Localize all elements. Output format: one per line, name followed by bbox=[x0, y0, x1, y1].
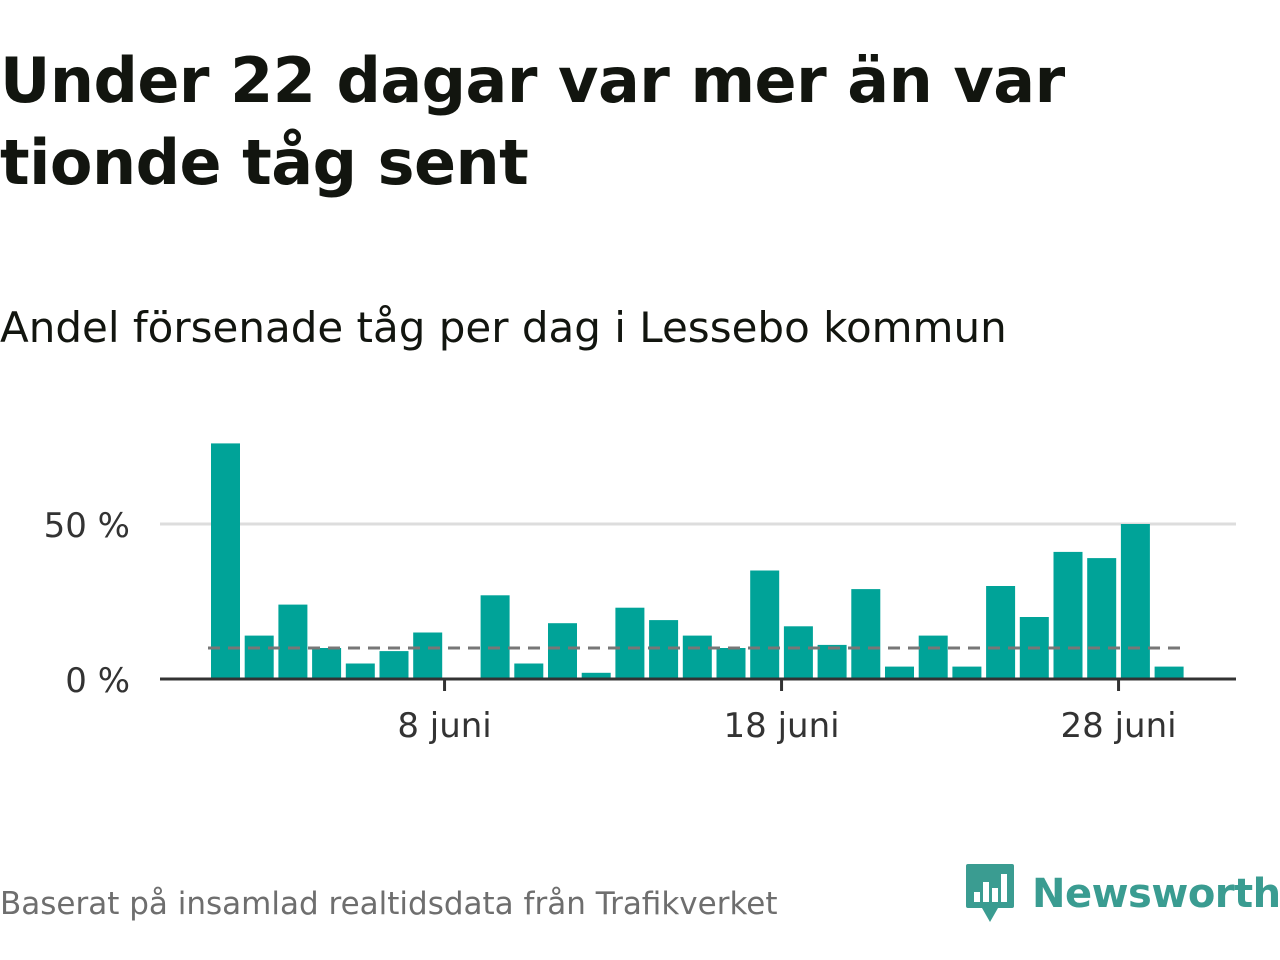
bar-chart: 8 juni 18 juni 28 juni 0 % 50 % bbox=[44, 443, 1236, 746]
bar bbox=[379, 651, 409, 679]
bars bbox=[211, 443, 1184, 679]
bar bbox=[1087, 558, 1117, 679]
chart-title: Under 22 dagar var mer än var tionde tåg… bbox=[0, 44, 1065, 199]
bar bbox=[548, 623, 577, 679]
x-tick-label: 18 juni bbox=[724, 706, 840, 746]
bar bbox=[783, 626, 813, 679]
y-axis-labels: 0 % 50 % bbox=[44, 506, 130, 701]
chart-subtitle: Andel försenade tåg per dag i Lessebo ko… bbox=[0, 303, 1007, 352]
bar bbox=[682, 635, 712, 679]
x-tick-label: 8 juni bbox=[397, 706, 491, 746]
x-tick-label: 28 juni bbox=[1061, 706, 1177, 746]
bar bbox=[1120, 524, 1150, 679]
bar bbox=[514, 663, 544, 679]
bar bbox=[817, 644, 847, 679]
bar bbox=[649, 620, 679, 679]
y-tick-label: 0 % bbox=[65, 661, 130, 701]
source-note: Baserat på insamlad realtidsdata från Tr… bbox=[0, 886, 778, 922]
bar bbox=[480, 595, 510, 679]
brand-name: Newsworthy bbox=[1032, 871, 1280, 917]
bar bbox=[581, 672, 611, 679]
bar bbox=[312, 648, 342, 679]
newsworthy-brand: Newsworthy bbox=[964, 862, 1280, 926]
bar bbox=[1154, 666, 1184, 679]
bar bbox=[750, 570, 780, 679]
newsworthy-logo-icon bbox=[966, 864, 1014, 922]
y-tick-label: 50 % bbox=[44, 506, 130, 546]
bar bbox=[615, 607, 645, 679]
bar bbox=[986, 586, 1016, 679]
bar bbox=[211, 443, 240, 679]
bar bbox=[345, 663, 375, 679]
bar bbox=[244, 635, 274, 679]
x-axis: 8 juni 18 juni 28 juni bbox=[160, 677, 1236, 746]
bar bbox=[1053, 551, 1083, 679]
bar bbox=[885, 666, 914, 679]
bar bbox=[716, 648, 746, 679]
bar bbox=[413, 632, 443, 679]
bar bbox=[851, 589, 881, 679]
bar bbox=[918, 635, 948, 679]
bar bbox=[278, 604, 308, 679]
bar bbox=[952, 666, 982, 679]
